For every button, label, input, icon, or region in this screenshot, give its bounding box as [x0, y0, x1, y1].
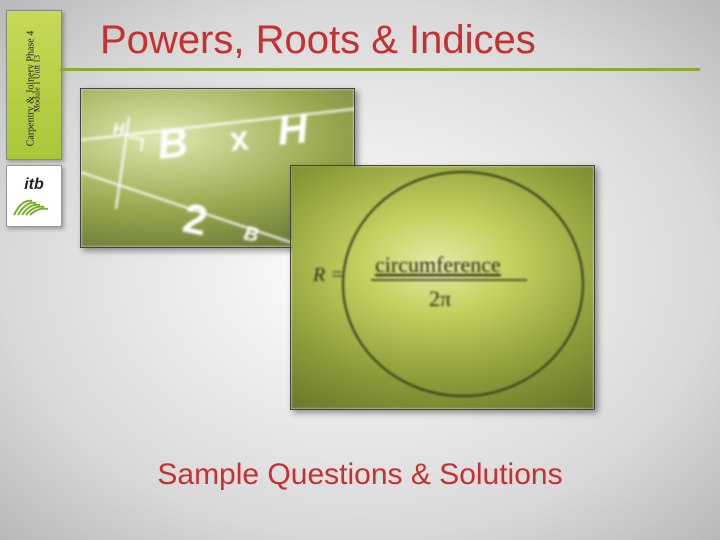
circle-formula-image: R = circumference 2π	[290, 165, 595, 410]
label-circumference: circumference	[375, 252, 501, 277]
label-times: x	[228, 119, 251, 159]
label-two-pi: 2π	[429, 286, 451, 311]
label-divisor: 2	[179, 194, 212, 245]
slide-subtitle: Sample Questions & Solutions	[0, 458, 720, 492]
label-b-small: B	[242, 222, 261, 247]
label-h: H	[275, 104, 312, 154]
title-underline	[60, 68, 700, 71]
course-tab-sub: Module 1 Unit 13	[33, 24, 42, 144]
logo-text: itb	[24, 176, 44, 194]
slide-title: Powers, Roots & Indices	[100, 18, 536, 63]
label-r-equals: R =	[312, 264, 344, 286]
label-b: B	[155, 118, 190, 168]
course-tab: Carpentry & Joinery Phase 4 Module 1 Uni…	[6, 10, 62, 160]
logo-swoosh-icon	[12, 197, 56, 217]
institution-logo: itb	[6, 165, 62, 227]
label-h-small: H	[113, 121, 125, 138]
